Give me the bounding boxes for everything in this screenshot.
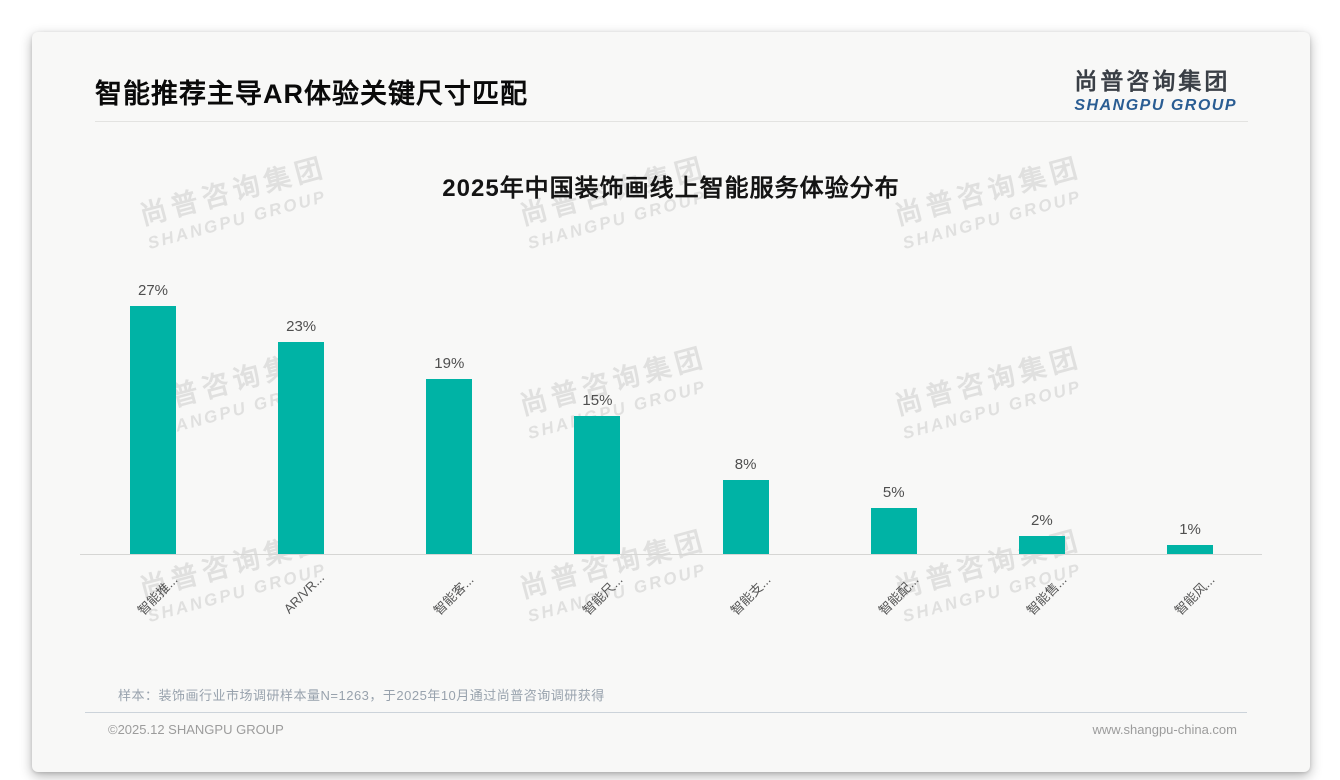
bar-value-label: 23% [286,318,317,335]
footer-divider [85,712,1247,713]
copyright-text: ©2025.12 SHANGPU GROUP [108,722,284,737]
slide-card: 智能推荐主导AR体验关键尺寸匹配 尚普咨询集团 SHANGPU GROUP 尚普… [32,32,1310,772]
x-axis-label: 智能推... [134,572,181,618]
bar-value-label: 27% [137,282,169,299]
header-divider [95,121,1248,122]
logo-chinese-text: 尚普咨询集团 [1074,68,1231,94]
bar-value-label: 5% [882,484,905,501]
x-axis-label: 智能售... [1023,572,1070,618]
chart-area: 2025年中国装饰画线上智能服务体验分布 27% 智能推... 23% AR/VR..… [80,32,1262,672]
page-title: 智能推荐主导AR体验关键尺寸匹配 [95,79,528,109]
bar [574,416,621,554]
bar-value-label: 15% [582,392,613,409]
x-axis-label: 智能支... [727,572,774,618]
bar [1167,545,1214,554]
bar [870,508,917,554]
bar [278,342,325,554]
bar-value-label: 8% [734,456,757,473]
bar [722,480,769,554]
logo: 尚普咨询集团 SHANGPU GROUP [1074,62,1237,115]
logo-english-text: SHANGPU GROUP [1074,97,1237,114]
x-axis-label: AR/VR... [280,570,327,617]
sample-note: 样本：装饰画行业市场调研样本量N=1263，于2025年10月通过尚普咨询调研获… [118,688,605,703]
bar-value-label: 2% [1031,512,1053,529]
x-axis-label: 智能尺... [579,572,626,618]
bar [130,306,176,554]
bar [426,379,473,554]
x-axis-label: 智能客... [431,572,478,618]
bar-value-label: 19% [434,355,465,372]
x-axis-label: 智能风... [1171,572,1218,618]
bar-value-label: 1% [1179,521,1201,538]
chart-title: 2025年中国装饰画线上智能服务体验分布 [442,175,900,202]
x-axis-label: 智能配... [875,572,922,618]
bar [1018,536,1065,554]
x-axis-line [80,554,1262,555]
website-text: www.shangpu-china.com [1092,722,1237,737]
